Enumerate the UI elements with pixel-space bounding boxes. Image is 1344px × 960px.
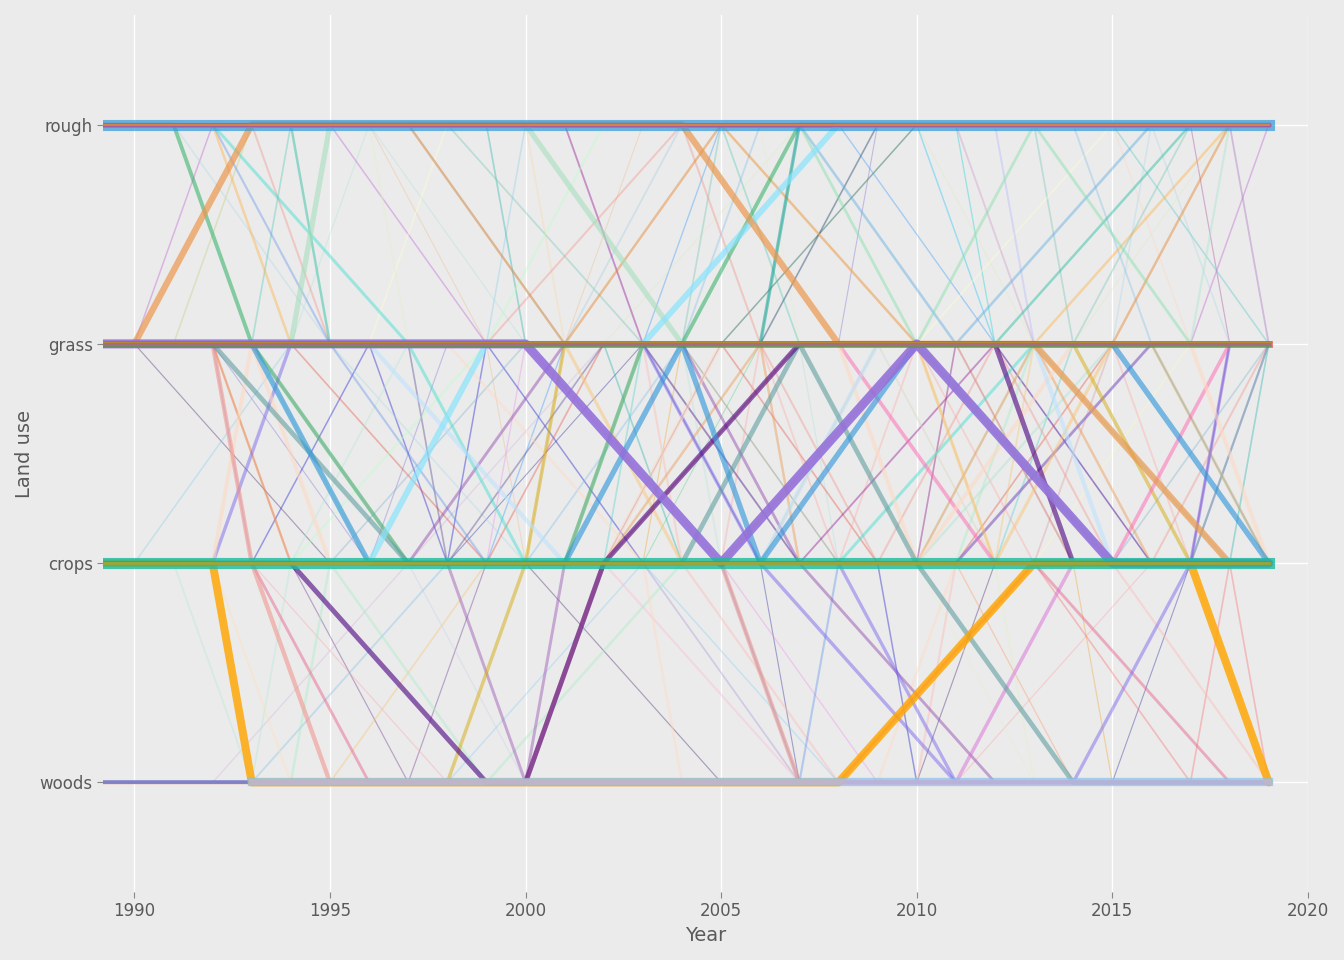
Y-axis label: Land use: Land use xyxy=(15,410,34,497)
X-axis label: Year: Year xyxy=(685,926,726,945)
